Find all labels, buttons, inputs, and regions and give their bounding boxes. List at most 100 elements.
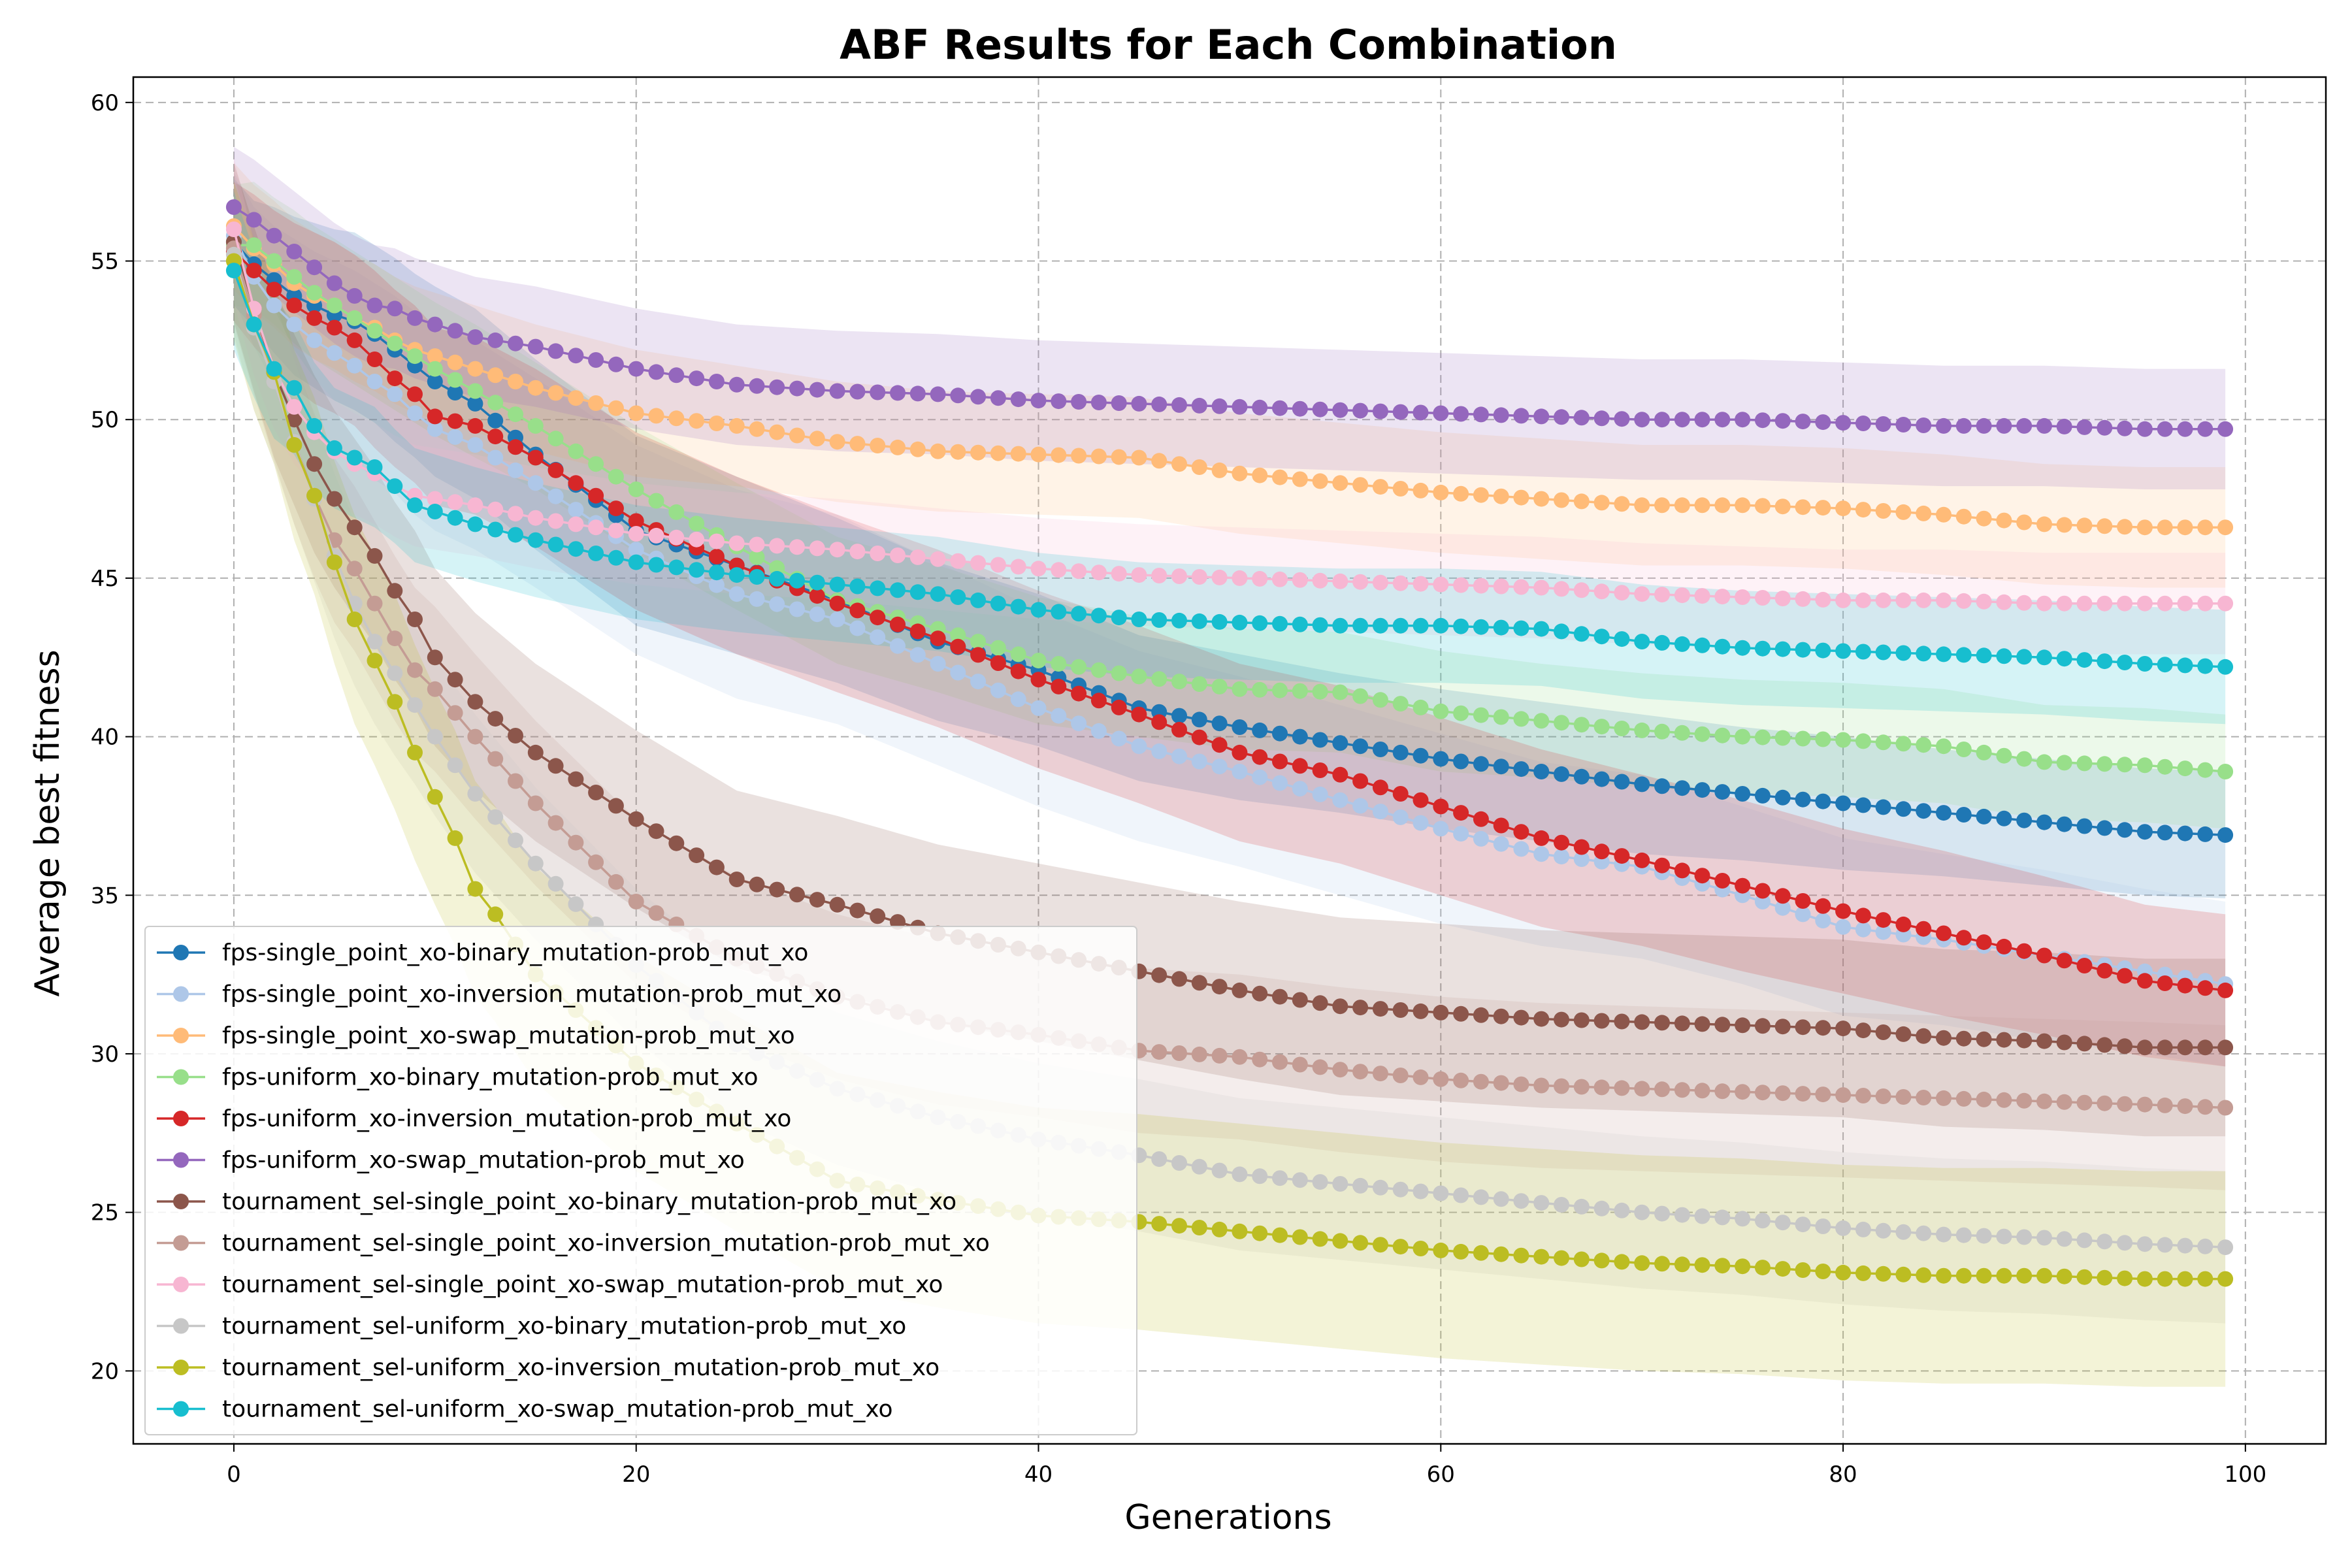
data-point [1473,487,1489,503]
data-point [1111,566,1127,582]
data-point [2016,649,2033,665]
data-point [1654,634,1670,651]
data-point [527,417,544,434]
data-point [508,527,523,543]
data-point [1111,610,1127,626]
data-point [588,854,604,870]
data-point [1010,646,1026,662]
data-point [2117,1038,2133,1054]
data-point [2197,1099,2213,1115]
data-point [1735,786,1751,802]
data-point [1493,1246,1509,1262]
data-point [1694,782,1710,798]
data-point [2036,754,2052,770]
data-point [2217,764,2234,779]
data-point [1996,1228,2012,1245]
data-point [1795,499,1811,515]
data-point [1392,404,1409,420]
data-point [1232,1223,1248,1239]
data-point [990,390,1006,406]
data-point [508,406,523,423]
data-point [1232,614,1248,630]
data-point [1252,399,1268,416]
data-point [1433,1004,1449,1021]
chart-title: ABF Results for Each Combination [840,21,1617,69]
data-point [789,539,805,555]
data-point [1513,711,1529,727]
y-tick-label: 60 [91,90,119,116]
data-point [2036,649,2052,666]
data-point [2036,595,2052,612]
data-point [1955,1267,1972,1284]
data-point [1714,784,1731,800]
data-point [1332,998,1348,1015]
series-band-6 [233,146,2226,490]
data-point [1151,714,1168,730]
data-point [1955,930,1972,946]
data-point [2016,1092,2033,1109]
data-point [225,199,242,215]
data-point [1252,467,1268,483]
data-point [487,711,504,727]
data-point [1473,756,1489,772]
data-point [1191,1158,1207,1175]
data-point [789,427,805,444]
data-point [2197,1039,2213,1056]
data-point [1352,1000,1369,1016]
data-point [306,487,323,504]
data-point [2217,659,2234,675]
data-point [1051,393,1067,410]
data-point [1171,397,1187,413]
data-point [1453,805,1469,821]
data-point [1051,708,1067,724]
data-point [266,282,282,298]
data-point [1413,699,1429,715]
data-point [2177,595,2193,612]
data-point [769,560,785,576]
data-point [568,541,584,557]
data-point [1051,562,1067,578]
data-point [2217,1039,2234,1056]
data-point [387,335,403,351]
data-point [1936,592,1952,608]
data-point [527,744,544,760]
data-point [1614,1202,1630,1218]
data-point [1493,407,1509,423]
data-point [1976,1091,1992,1107]
data-point [1191,711,1207,728]
data-point [1292,1229,1308,1245]
data-point [1936,805,1952,821]
data-point [1895,801,1912,817]
data-point [1433,821,1449,837]
data-point [326,491,342,507]
data-point [1976,417,1992,434]
data-point [2056,418,2072,434]
data-point [1372,1001,1388,1017]
data-point [1754,883,1771,899]
data-point [1211,462,1228,478]
x-tick-label: 60 [1427,1462,1455,1488]
data-point [870,908,886,924]
data-point [1332,1176,1348,1192]
data-point [367,374,383,389]
data-point [2076,1269,2093,1285]
data-point [1533,1077,1550,1094]
series-4 [225,237,2234,779]
data-point [1111,730,1127,747]
data-point [1413,1241,1429,1256]
data-point [1694,1208,1710,1224]
data-point [2056,1034,2072,1051]
data-point [286,399,302,415]
data-point [1433,751,1449,767]
data-point [1976,593,1992,610]
data-point [447,757,463,774]
data-point [608,798,624,814]
legend-item: fps-uniform_xo-binary_mutation-prob_mut_… [157,1064,759,1091]
data-point [1533,830,1550,846]
data-point [1413,1069,1429,1085]
data-point [2117,420,2133,436]
data-point [1211,613,1228,630]
data-point [1372,779,1388,796]
data-point [1292,683,1308,699]
data-point [527,855,544,872]
